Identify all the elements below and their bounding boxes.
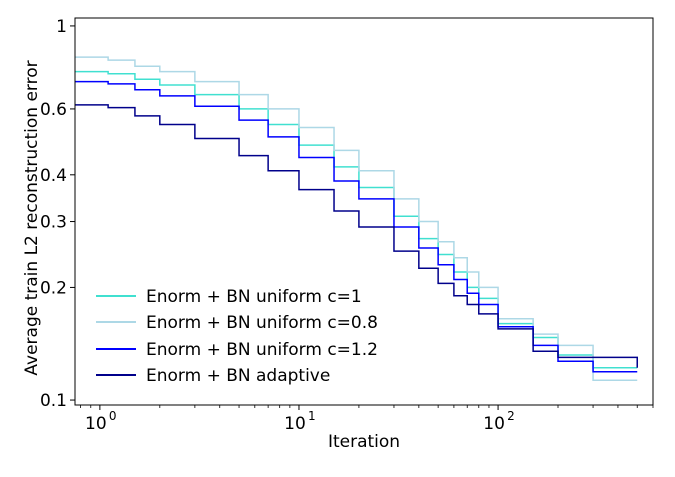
legend-label-4: Enorm + BN adaptive [146,366,330,386]
legend-label-1: Enorm + BN uniform c=1 [146,287,362,307]
x-tick-label: 10 [85,414,107,434]
y-tick-label: 1 [56,17,67,37]
x-tick-exponent: 0 [109,409,117,423]
legend-label-2: Enorm + BN uniform c=0.8 [146,313,378,333]
series-lines [75,56,638,381]
y-tick-label: 0.2 [40,278,67,298]
x-tick-exponent: 1 [308,409,316,423]
y-tick-label: 0.4 [40,166,67,186]
legend: Enorm + BN uniform c=1 Enorm + BN uniform… [96,287,378,386]
series-line-2 [75,56,638,381]
x-tick-exponent: 2 [507,409,515,423]
series-line-4 [75,104,638,368]
x-axis-ticks: 10 0 10 1 10 2 [80,405,654,434]
y-tick-label: 0.6 [40,100,67,120]
y-axis-ticks: 1 0.6 0.4 0.3 0.2 0.1 [40,17,75,411]
x-tick-label: 10 [483,414,505,434]
y-tick-label: 0.1 [40,391,67,411]
x-tick-label: 10 [284,414,306,434]
plot-area-frame [74,17,654,406]
x-axis-label: Iteration [328,432,400,452]
y-axis-label: Average train L2 reconstruction error [22,60,42,375]
y-tick-label: 0.3 [40,213,67,233]
series-line-3 [75,80,638,373]
legend-label-3: Enorm + BN uniform c=1.2 [146,340,378,360]
